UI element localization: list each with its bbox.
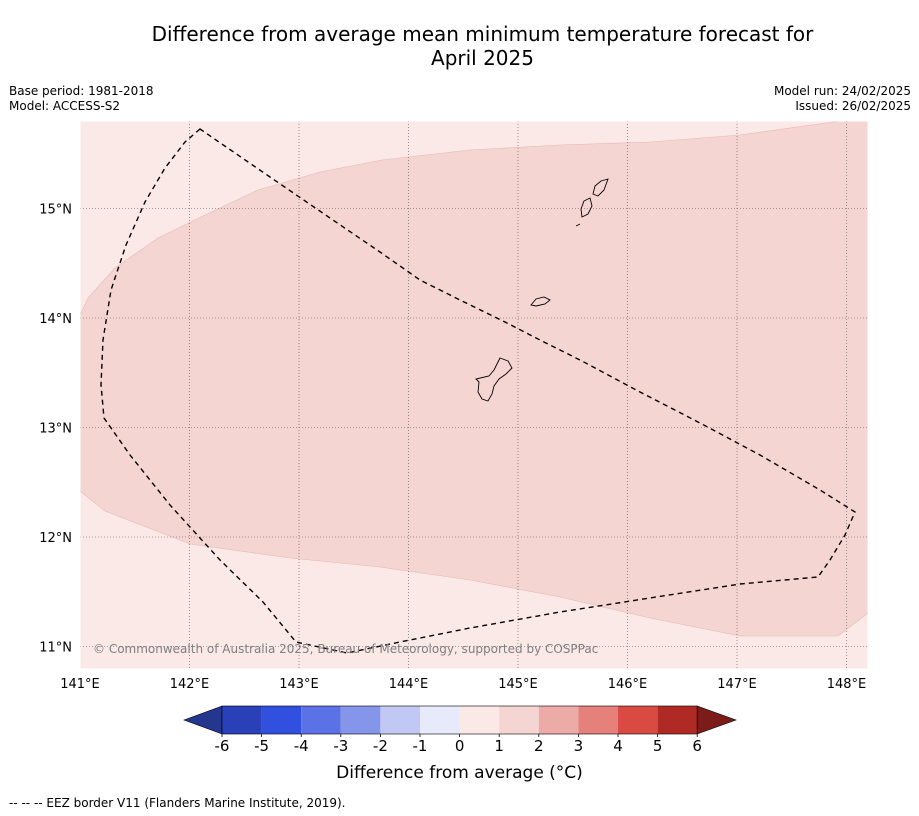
islands (475, 178, 609, 402)
title-line-1: Difference from average mean minimum tem… (151, 22, 814, 46)
model-run-text: Model run: 24/02/2025 (773, 84, 911, 98)
colorbar-segment (301, 706, 341, 734)
colorbar-segment (380, 706, 420, 734)
latitude-tick-label: 12°N (39, 531, 72, 546)
colorbar-tick-labels: -6 -5 -4 -3 -2 -1 0 1 2 3 4 5 6 (215, 734, 702, 755)
colorbar-tick-label: -2 (373, 737, 388, 755)
colorbar-extend-high (696, 705, 737, 735)
rota-island (530, 296, 551, 307)
colorbar (183, 705, 737, 735)
meta-left: Base period: 1981-2018 Model: ACCESS-S2 (9, 84, 154, 114)
meta-right: Model run: 24/02/2025 Issued: 26/02/2025 (774, 84, 911, 114)
longitude-tick-label: 146°E (608, 677, 648, 692)
longitude-tick-labels: 141°E 142°E 143°E 144°E 145°E 146°E 147°E 148°E (60, 677, 866, 692)
issued-text: Issued: 26/02/2025 (795, 99, 911, 113)
base-period-text: Base period: 1981-2018 (9, 84, 154, 98)
watermark-text: © Commonwealth of Australia 2025, Bureau… (93, 642, 598, 656)
tinian-island (580, 197, 593, 218)
colorbar-tick-label: 4 (613, 737, 623, 755)
map-frame (79, 120, 869, 670)
colorbar-tick-label: 5 (653, 737, 663, 755)
longitude-tick-label: 143°E (279, 677, 319, 692)
colorbar-tick-label: -6 (215, 737, 230, 755)
colorbar-segment (459, 706, 500, 734)
colorbar-tick-label: 6 (692, 737, 702, 755)
eez-border (100, 128, 856, 654)
colorbar-segment (618, 706, 658, 734)
colorbar-tick-label: -5 (254, 737, 269, 755)
colorbar-tick-label: -1 (413, 737, 428, 755)
colorbar-tick-label: 0 (455, 737, 465, 755)
colorbar-segment (499, 706, 539, 734)
colorbar-extend-low (183, 705, 223, 735)
colorbar-tick-label: -4 (294, 737, 309, 755)
colorbar-label: Difference from average (°C) (336, 763, 583, 783)
longitude-tick-label: 147°E (717, 677, 757, 692)
colorbar-segment (340, 706, 381, 734)
eez-footnote: -- -- -- EEZ border V11 (Flanders Marine… (9, 796, 346, 810)
longitude-tick-label: 145°E (498, 677, 538, 692)
longitude-tick-label: 144°E (389, 677, 429, 692)
colorbar-tick-label: 3 (574, 737, 584, 755)
colorbar-segment (538, 706, 579, 734)
longitude-tick-label: 142°E (170, 677, 210, 692)
model-text: Model: ACCESS-S2 (9, 99, 121, 113)
guam-island (475, 357, 513, 402)
title-line-2: April 2025 (431, 46, 534, 70)
colorbar-tick-label: 1 (494, 737, 504, 755)
latitude-tick-labels: 15°N 14°N 13°N 12°N 11°N (39, 203, 72, 656)
chart-title: Difference from average mean minimum tem… (0, 22, 919, 70)
colorbar-segment (578, 706, 618, 734)
longitude-tick-label: 141°E (60, 677, 100, 692)
colorbar-segment (222, 706, 262, 734)
latitude-tick-label: 14°N (39, 312, 72, 327)
saipan-island (592, 178, 609, 197)
colorbar-segment (261, 706, 302, 734)
colorbar-tick-label: 2 (534, 737, 544, 755)
latitude-tick-label: 11°N (39, 641, 72, 656)
graticule (79, 121, 868, 669)
colorbar-segment (420, 706, 460, 734)
aguijan-island (575, 223, 581, 227)
latitude-tick-label: 13°N (39, 422, 72, 437)
longitude-tick-label: 148°E (827, 677, 867, 692)
latitude-tick-label: 15°N (39, 203, 72, 218)
colorbar-tick-label: -3 (333, 737, 348, 755)
colorbar-segment (657, 706, 698, 734)
